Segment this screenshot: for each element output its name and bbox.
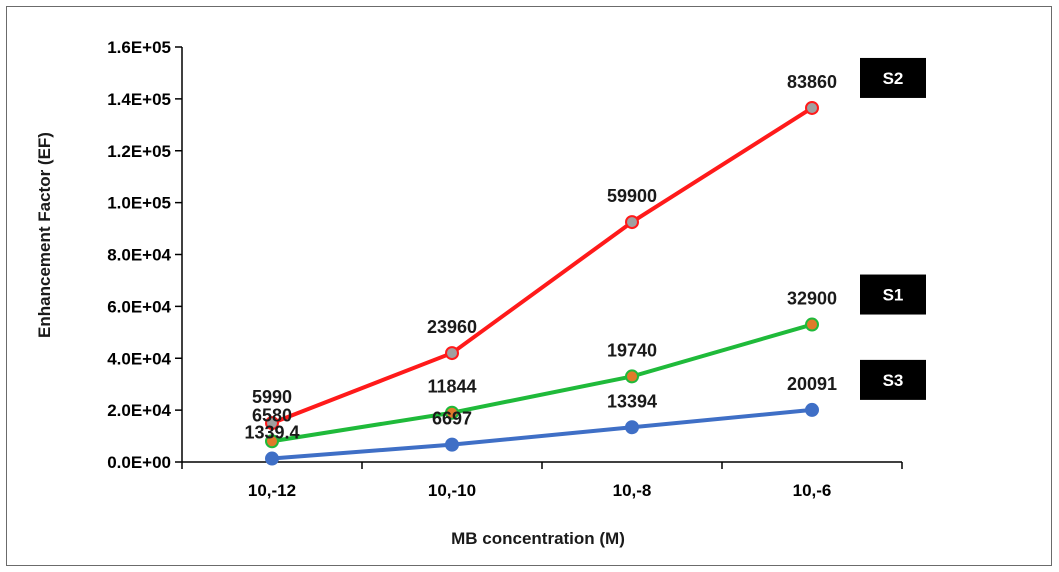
y-tick-labels: 0.0E+00 2.0E+04 4.0E+04 6.0E+04 8.0E+04 1.0E+… [107,38,182,472]
data-label: 19740 [607,340,657,360]
data-label: 23960 [427,317,477,337]
data-point [625,420,639,435]
y-tick-label: 2.0E+04 [107,401,171,420]
series-label-box [860,274,926,315]
chart-frame: 0.0E+00 2.0E+04 4.0E+04 6.0E+04 8.0E+04 1.0E+… [6,6,1052,566]
data-label: 13394 [607,391,657,411]
series-label-text: S3 [883,371,904,390]
data-label: 32900 [787,289,837,309]
data-label: 6697 [432,409,472,429]
series-label-s3: S3 [860,359,926,400]
data-point [445,346,459,361]
series-label-s1: S1 [860,274,926,315]
data-label: 83860 [787,72,837,92]
data-label: 6580 [252,405,292,425]
series-label-text: S1 [883,286,904,305]
series-label-s2: S2 [860,57,926,98]
data-point [625,215,639,230]
series-line-s3 [271,407,813,461]
data-label: 59900 [607,186,657,206]
x-tick-label: 10,-12 [248,481,296,500]
y-tick-label: 1.6E+05 [107,38,171,57]
line-chart: 0.0E+00 2.0E+04 4.0E+04 6.0E+04 8.0E+04 1.0E+… [35,38,926,548]
series-line-s1 [271,322,813,444]
y-tick-label: 4.0E+04 [107,349,171,368]
y-tick-label: 8.0E+04 [107,246,171,265]
data-point [265,451,279,466]
data-point [805,317,819,332]
series-labels: S2 S1 S3 [860,57,926,400]
data-point [265,434,279,449]
x-tick-labels: 10,-12 10,-10 10,-8 10,-6 [181,462,903,500]
x-tick-label: 10,-6 [793,481,832,500]
y-axis-title: Enhancement Factor (EF) [35,132,54,338]
series-label-text: S2 [883,69,904,88]
series-line-s2 [271,106,814,425]
x-tick-label: 10,-10 [428,481,476,500]
series-lines [265,100,819,466]
data-label: 1339.4 [244,423,299,443]
y-tick-label: 6.0E+04 [107,297,171,316]
y-tick-label: 1.0E+05 [107,194,171,213]
x-axis-title: MB concentration (M) [451,529,625,548]
series-label-box [860,57,926,98]
data-label: 11844 [427,377,476,397]
data-point [805,402,819,417]
data-point [445,437,459,452]
data-point [445,405,459,420]
data-point [265,416,279,431]
series-label-box [860,359,926,400]
data-label: 20091 [787,374,837,394]
data-labels: 5990 23960 59900 83860 6580 11844 19740 32900 13… [244,72,837,443]
data-point [805,100,819,115]
x-tick-label: 10,-8 [613,481,652,500]
data-label: 5990 [252,387,292,407]
y-tick-label: 1.2E+05 [107,142,171,161]
data-point [625,369,639,384]
y-tick-label: 1.4E+05 [107,90,171,109]
y-tick-label: 0.0E+00 [107,453,171,472]
